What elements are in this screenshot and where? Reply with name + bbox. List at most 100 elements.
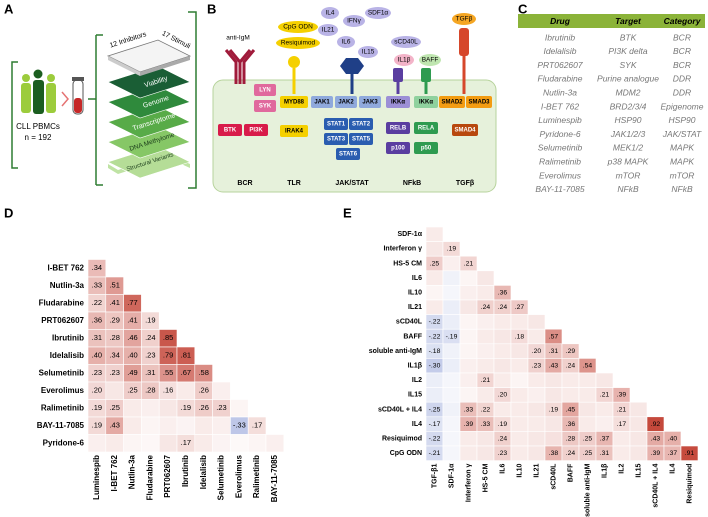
column-label: Selumetinib [217,455,226,500]
heatmap-cell [459,270,478,286]
cell-label: .21 [617,406,627,413]
heatmap-cell [476,328,495,345]
heatmap-cell [527,387,546,403]
column-label: Ibrutinib [181,455,190,487]
heatmap-cell [212,416,231,435]
heatmap-cell [476,387,495,403]
heatmap-cell [578,387,597,403]
protein-label: STAT2 [352,122,371,128]
ligand-label: SDF1α [368,10,389,17]
table-header-cell: Drug [550,16,571,26]
protein-label: JAK3 [362,100,378,106]
cell-label: .29 [566,348,576,355]
row-label: IL4 [412,421,422,428]
cell-label: .24 [481,304,491,311]
table-cell: Everolimus [539,170,582,180]
heatmap-cell [544,416,563,432]
heatmap-cell [612,431,631,447]
cell-label: .37 [668,450,678,457]
column-label: BAY-11-7085 [270,454,279,502]
cell-label: .31 [600,450,610,457]
cell-label: .58 [198,368,208,377]
heatmap-cell [425,387,444,403]
cell-label: .37 [600,435,610,442]
column-label: sCD40L [550,463,557,490]
cell-label: .31 [549,348,559,355]
protein-label: IKKα [419,100,433,106]
heatmap-cell [493,343,512,359]
table-cell: Fludarabine [538,74,583,84]
heatmap-cell [629,445,648,461]
ligand-shape [394,54,414,66]
heatmap-cell [459,285,478,301]
protein-box [349,118,373,130]
cell-label: .46 [127,333,137,342]
heatmap-cell [425,299,444,315]
protein-box [386,96,410,108]
heatmap-cell [629,431,648,447]
cell-label: .43 [651,435,661,442]
table-cell: MDM2 [615,87,640,97]
heatmap-cell [425,285,444,301]
heatmap-cell [230,399,249,418]
ligand-shape [278,21,318,33]
heatmap-cell [527,431,546,447]
protein-label: STAT5 [352,137,371,143]
cell-label: .23 [145,351,155,360]
cell-label: .43 [549,362,559,369]
cell-label: .39 [651,450,661,457]
table-cell: Pyridone-6 [539,129,580,139]
cell-label: .55 [163,368,173,377]
protein-box [414,142,438,154]
cohort-size: n = 192 [25,133,52,142]
cell-label: -.22 [429,319,441,326]
heatmap-cell [459,343,478,359]
cd40-receptor [393,68,403,82]
cell-label: .28 [145,386,155,395]
ligand-shape [276,37,320,49]
cell-label: .92 [651,421,661,428]
protein-label: SMAD3 [468,100,490,106]
protein-box [254,100,276,112]
heatmap-cell [425,241,444,257]
protein-box [386,122,410,134]
cytokine-receptor [340,58,364,74]
heatmap-cell [510,387,529,403]
table-cell: NFkB [671,184,693,194]
heatmap-cell [158,434,178,453]
table-cell: mTOR [616,170,641,180]
cell-label: -.22 [429,435,441,442]
heatmap-cell [442,431,461,447]
cell-label: .40 [668,435,678,442]
table-cell: BAY-11-7085 [535,184,584,194]
column-label: PRT062607 [163,454,172,497]
cell-label: .23 [216,403,226,412]
ligand-shape [391,36,421,48]
cell-label: .24 [566,362,576,369]
cell-label: .21 [464,260,474,267]
heatmap-cell [459,431,478,447]
row-label: IL15 [408,392,422,399]
table-cell: HSP90 [615,115,642,125]
heatmap-cell [476,431,495,447]
table-cell: NFkB [617,184,639,194]
row-label: IL2 [412,377,422,384]
row-label: Nutlin-3a [50,281,85,290]
cell-label: .43 [109,421,119,430]
row-label: sCD40L [396,319,423,326]
protein-box [218,124,242,136]
cell-label: .26 [198,386,208,395]
protein-box [414,122,438,134]
protein-label: LYN [259,88,270,94]
heatmap-cell [141,434,160,453]
protein-label: JAK2 [338,100,354,106]
table-cell: Epigenome [660,101,703,111]
panel-label: C [518,1,528,16]
cell-label: .28 [109,333,119,342]
pathway-label: TLR [287,180,301,187]
heatmap-cell [510,372,529,388]
table-cell: p38 MAPK [607,156,649,166]
cell-label: .24 [145,333,155,342]
table-cell: DDR [673,74,691,84]
ligand-label: IL15 [362,49,375,56]
